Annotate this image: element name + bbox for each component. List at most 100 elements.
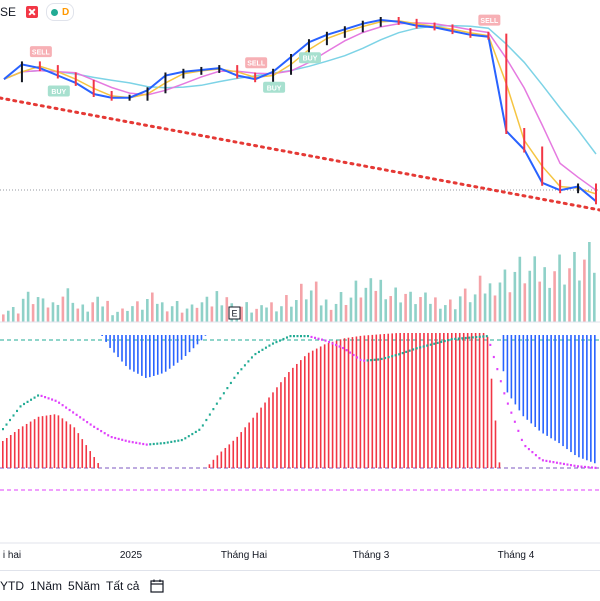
volume-bar xyxy=(439,308,442,322)
oscillator-histogram-bar xyxy=(53,414,56,468)
oscillator-signal-dot xyxy=(187,435,190,438)
volume-bar xyxy=(250,312,253,322)
oscillator-histogram-bar xyxy=(574,335,576,456)
volume-bar xyxy=(26,291,30,322)
oscillator-histogram-bar xyxy=(300,360,302,468)
oscillator-signal-dot xyxy=(345,349,348,352)
volume-bar xyxy=(46,307,50,322)
oscillator-histogram-bar xyxy=(383,333,386,468)
volume-bar xyxy=(165,311,169,322)
oscillator-signal-dot xyxy=(166,441,169,444)
volume-bar xyxy=(31,304,35,322)
range-1y-button[interactable]: 1Năm xyxy=(30,579,63,593)
oscillator-signal-dot xyxy=(145,443,148,446)
volume-bar xyxy=(280,306,283,322)
range-5y-button[interactable]: 5Năm xyxy=(68,579,101,593)
volume-bar xyxy=(61,296,65,322)
range-all-button[interactable]: Tất cả xyxy=(106,579,140,593)
oscillator-signal-dot xyxy=(44,396,47,399)
volume-bar xyxy=(538,281,541,322)
oscillator-histogram-bar xyxy=(188,335,191,353)
oscillator-signal-dot xyxy=(68,408,71,412)
oscillator-signal-dot xyxy=(394,354,397,357)
close-icon[interactable] xyxy=(26,6,39,18)
oscillator-histogram-bar xyxy=(538,335,540,431)
volume-bar xyxy=(409,291,412,322)
oscillator-histogram-bar xyxy=(25,423,28,468)
volume-bar xyxy=(508,292,512,322)
range-toolbar: YTD 1Năm 5Năm Tất cả xyxy=(0,570,600,601)
oscillator-histogram-bar xyxy=(395,333,397,468)
oscillator-signal-dot xyxy=(447,339,450,342)
oscillator-signal-dot xyxy=(587,466,590,469)
range-ytd-button[interactable]: YTD xyxy=(0,579,24,593)
oscillator-signal-dot xyxy=(590,466,593,469)
volume-bar xyxy=(344,304,348,322)
oscillator-signal-dot xyxy=(264,346,267,349)
oscillator-signal-dot xyxy=(513,420,516,423)
volume-bar xyxy=(419,297,422,322)
oscillator-histogram-bar xyxy=(200,335,203,341)
oscillator-signal-dot xyxy=(93,425,96,428)
time-axis-label: Tháng Hai xyxy=(221,550,267,561)
oscillator-histogram-bar xyxy=(17,429,20,468)
volume-bar xyxy=(553,271,556,322)
volume-bar xyxy=(513,271,517,322)
volume-bar xyxy=(170,306,174,322)
oscillator-histogram-bar xyxy=(168,335,171,369)
oscillator-signal-dot xyxy=(338,345,341,348)
oscillator-signal-dot xyxy=(33,396,36,399)
oscillator-signal-dot xyxy=(194,430,197,434)
oscillator-histogram-bar xyxy=(482,333,485,468)
oscillator-histogram-bar xyxy=(121,335,123,362)
oscillator-signal-dot xyxy=(72,411,75,414)
oscillator-histogram-bar xyxy=(93,457,95,468)
oscillator-signal-dot xyxy=(107,434,110,437)
oscillator-signal-dot xyxy=(555,461,558,464)
oscillator-histogram-bar xyxy=(129,335,131,370)
oscillator-histogram-bar xyxy=(2,441,4,468)
oscillator-histogram-bar xyxy=(224,447,227,468)
oscillator-signal-dot xyxy=(503,392,506,395)
oscillator-histogram-bar xyxy=(554,335,556,441)
volume-bar xyxy=(41,298,45,322)
oscillator-histogram-bar xyxy=(518,335,521,411)
oscillator-signal-dot xyxy=(485,335,488,338)
oscillator-signal-dot xyxy=(135,441,138,444)
oscillator-signal-dot xyxy=(496,368,499,371)
oscillator-histogram-bar xyxy=(113,335,115,353)
volume-bar xyxy=(71,302,75,322)
oscillator-histogram-bar xyxy=(89,451,92,468)
oscillator-signal-dot xyxy=(524,444,527,448)
oscillator-signal-dot xyxy=(429,343,432,346)
oscillator-histogram-bar xyxy=(379,334,382,468)
oscillator-histogram-bar xyxy=(522,335,525,417)
oscillator-signal-dot xyxy=(82,418,85,421)
volume-bar xyxy=(578,280,581,322)
oscillator-signal-dot xyxy=(562,462,565,466)
oscillator-signal-dot xyxy=(96,427,99,431)
oscillator-histogram-bar xyxy=(29,421,32,468)
volume-bar xyxy=(369,278,373,322)
status-pill[interactable]: D xyxy=(46,3,75,21)
oscillator-histogram-bar xyxy=(498,462,501,468)
oscillator-signal-dot xyxy=(23,402,26,406)
oscillator-histogram-bar xyxy=(578,335,580,458)
oscillator-signal-dot xyxy=(527,447,530,451)
oscillator-histogram-bar xyxy=(172,335,175,366)
oscillator-signal-dot xyxy=(191,432,194,436)
oscillator-signal-dot xyxy=(422,345,425,348)
volume-bar xyxy=(81,304,85,322)
oscillator-signal-dot xyxy=(152,442,155,446)
oscillator-signal-dot xyxy=(457,337,460,340)
volume-bar xyxy=(106,300,109,322)
oscillator-histogram-bar xyxy=(220,451,223,468)
calendar-range-icon[interactable] xyxy=(149,578,165,594)
oscillator-histogram-bar xyxy=(494,420,497,468)
oscillator-signal-dot xyxy=(177,439,180,442)
oscillator-signal-dot xyxy=(180,438,183,442)
oscillator-signal-dot xyxy=(552,461,555,464)
oscillator-signal-dot xyxy=(387,356,390,359)
oscillator-histogram-bar xyxy=(69,424,72,468)
